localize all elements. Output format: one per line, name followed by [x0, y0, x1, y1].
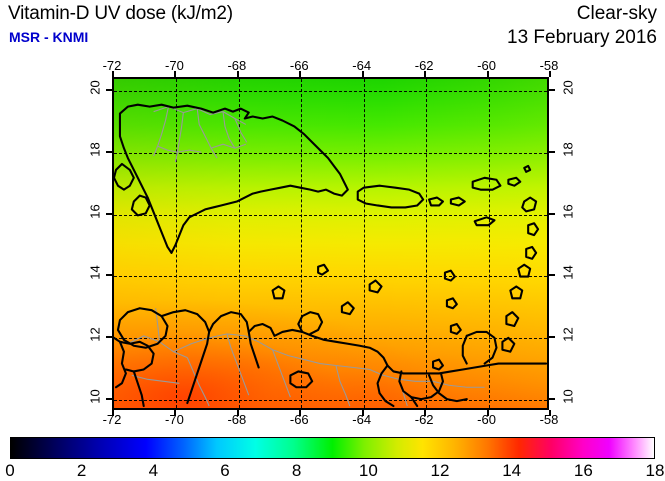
x-axis-tick-label: -68 — [227, 412, 247, 427]
axis-tickmark — [549, 274, 555, 277]
colorbar-tick-label: 10 — [358, 461, 378, 480]
axis-tickmark — [299, 410, 302, 416]
axis-tickmark — [106, 397, 112, 400]
axis-tickmark — [106, 89, 112, 92]
axis-tickmark — [361, 410, 364, 416]
chart-header: Vitamin-D UV dose (kJ/m2) Clear-sky MSR … — [0, 0, 665, 52]
gridline-vertical — [488, 79, 490, 408]
axis-tickmark — [106, 274, 112, 277]
colorbar-tick-label: 0 — [5, 461, 15, 480]
colorbar-tick-label: 8 — [291, 461, 302, 480]
axis-tickmark — [486, 71, 489, 77]
gridline-vertical — [301, 79, 303, 408]
gridline-vertical — [426, 79, 428, 408]
y-axis-tick-label: 20 — [560, 80, 576, 96]
axis-tickmark — [549, 212, 555, 215]
date-label: 13 February 2016 — [507, 27, 657, 48]
x-axis-tick-label: -70 — [165, 412, 184, 427]
colorbar-tick-label: 12 — [430, 461, 450, 480]
coastline-overlay — [114, 103, 547, 408]
axis-tickmark — [174, 410, 177, 416]
axis-tickmark — [106, 151, 112, 153]
x-axis-tick-label: -60 — [477, 412, 496, 427]
coastlines — [114, 103, 547, 408]
gridline-horizontal — [114, 338, 547, 339]
axis-tickmark — [549, 410, 551, 416]
colorbar-tick-label: 6 — [220, 461, 230, 480]
y-axis-tick-label: 16 — [87, 203, 103, 219]
axis-tickmark — [236, 410, 239, 416]
x-axis-tick-label: -58 — [539, 58, 559, 73]
x-axis-tick-label: -58 — [539, 412, 559, 427]
x-axis-tick-label: -72 — [102, 58, 122, 73]
data-source-label: MSR - KNMI — [9, 29, 89, 45]
axis-tickmark — [299, 71, 302, 77]
uv-dose-field — [114, 79, 547, 408]
colorbar-tick-label: 2 — [76, 461, 87, 480]
sky-condition-label: Clear-sky — [576, 3, 657, 24]
colorbar-tick-label: 14 — [502, 461, 522, 480]
x-axis-tick-label: -66 — [289, 58, 309, 73]
x-axis-tick-label: -64 — [352, 58, 372, 73]
colorbar-tick-label: 4 — [148, 461, 159, 480]
axis-tickmark — [549, 151, 555, 153]
x-axis-tick-label: -68 — [227, 58, 247, 73]
axis-tickmark — [106, 336, 112, 338]
uv-dose-hot-spot-east — [114, 79, 547, 408]
axis-tickmark — [236, 71, 239, 77]
axis-tickmark — [486, 410, 489, 416]
axis-tickmark — [549, 397, 555, 400]
axis-tickmark — [549, 336, 555, 338]
y-axis-tick-label: 12 — [560, 327, 576, 342]
axis-tickmark — [424, 71, 427, 77]
axis-tickmark — [112, 410, 114, 416]
axis-tickmark — [424, 410, 427, 416]
y-axis-tick-label: 18 — [560, 142, 576, 157]
colorbar-tick-label: 18 — [645, 461, 665, 480]
internal-borders — [127, 106, 485, 407]
axis-tickmark — [174, 71, 177, 77]
x-axis-tick-label: -62 — [414, 412, 434, 427]
axis-tickmark — [361, 71, 364, 77]
axis-tickmark — [112, 71, 114, 77]
gridline-vertical — [238, 79, 240, 408]
x-axis-tick-label: -62 — [414, 58, 434, 73]
y-axis-tick-label: 10 — [560, 388, 576, 404]
axis-tickmark — [549, 71, 551, 77]
gridline-horizontal — [114, 399, 547, 401]
x-axis-tick-label: -60 — [477, 58, 496, 73]
y-axis-tick-label: 14 — [87, 265, 103, 281]
y-axis-tick-label: 18 — [87, 142, 103, 157]
gridline-horizontal — [114, 276, 547, 278]
axis-tickmark — [106, 212, 112, 215]
colorbar-container: 0 2 4 6 8 10 12 14 16 18 — [5, 437, 664, 480]
y-axis-tick-label: 20 — [87, 80, 103, 96]
axis-tickmark — [549, 89, 555, 92]
x-axis-tick-label: -72 — [102, 412, 122, 427]
page-title: Vitamin-D UV dose (kJ/m2) — [8, 3, 233, 24]
gridline-horizontal — [114, 153, 547, 154]
x-axis-tick-label: -70 — [165, 58, 184, 73]
colorbar-gradient — [10, 437, 655, 459]
x-axis-tick-label: -66 — [289, 412, 309, 427]
y-axis-tick-label: 12 — [87, 327, 103, 342]
uv-dose-east-tint — [114, 79, 547, 408]
gridline-horizontal — [114, 214, 547, 216]
map-plot-area — [112, 77, 549, 410]
gridline-vertical — [363, 79, 365, 408]
colorbar-tick-label: 16 — [573, 461, 593, 480]
y-axis-tick-label: 14 — [560, 265, 576, 281]
gridline-horizontal — [114, 91, 547, 93]
y-axis-tick-label: 10 — [87, 388, 103, 404]
x-axis-tick-label: -64 — [352, 412, 372, 427]
y-axis-tick-label: 16 — [560, 203, 576, 219]
